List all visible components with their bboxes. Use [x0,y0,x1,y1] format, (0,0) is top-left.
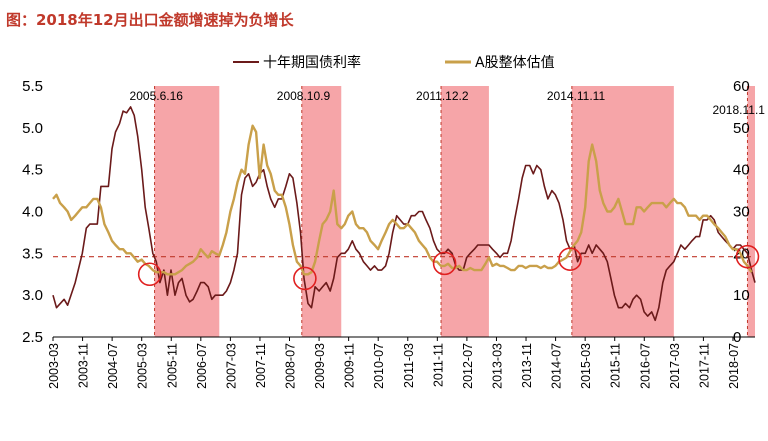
highlight-circles [137,244,760,291]
right-tick-label: 0 [733,329,741,346]
left-tick-label: 4.5 [22,162,43,179]
right-tick-label: 40 [733,162,750,179]
legend-label: 十年期国债利率 [263,54,361,71]
left-tick-label: 4.0 [22,204,43,221]
shaded-regions [154,86,755,337]
x-tick-label: 2011-03 [402,343,416,388]
x-tick-label: 2013-03 [490,343,504,389]
x-tick-label: 2015-03 [579,343,593,389]
left-tick-label: 3.5 [22,245,43,262]
x-tick-label: 2009-03 [313,343,327,389]
period-label: 2018.11.1 [712,103,765,117]
x-tick-label: 2015-11 [609,343,623,388]
left-tick-label: 5.5 [22,78,43,95]
shaded-period [441,86,489,337]
x-tick-label: 2003-11 [77,343,91,388]
period-label: 2011.12.2 [416,89,469,103]
shaded-period [747,86,755,337]
x-tick-label: 2016-07 [638,343,652,389]
x-tick-label: 2011-11 [431,343,445,387]
highlight-circle [558,247,582,271]
x-tick-label: 2008-07 [284,343,298,389]
right-tick-label: 30 [733,204,750,221]
x-tick-label: 2004-07 [106,343,120,389]
x-tick-label: 2005-11 [165,343,179,388]
annotations: 2005.6.16 2008.10.9 2011.12.2 2014.11.11 201… [130,89,766,117]
right-tick-label: 10 [733,287,750,304]
left-tick-label: 3.0 [22,287,43,304]
x-tick-label: 2007-11 [254,343,268,388]
x-tick-label: 2013-11 [520,343,534,388]
shaded-period [154,86,220,337]
x-tick-label: 2009-11 [343,343,357,388]
highlight-circle [137,262,162,287]
x-tick-label: 2014-07 [550,343,564,389]
legend-label: A股整体估值 [475,55,555,71]
chart-title: 图：2018年12月出口金额增速掉为负增长 [6,11,294,29]
right-tick-label: 60 [733,78,750,95]
period-label: 2008.10.9 [277,89,331,103]
series-line [52,124,753,276]
period-label: 2014.11.11 [547,89,606,103]
left-tick-label: 5.0 [22,120,43,137]
right-tick-label: 50 [733,120,750,137]
period-label: 2005.6.16 [130,89,184,103]
highlight-circle [432,251,457,276]
shaded-period [301,86,342,337]
left-tick-label: 2.5 [22,329,43,346]
x-tick-label: 2003-03 [47,343,61,389]
x-tick-label: 2017-11 [697,343,711,388]
highlight-circle [735,244,760,269]
x-tick-label: 2007-03 [224,343,238,389]
title-bar: 图：2018年12月出口金额增速掉为负增长 [0,0,768,34]
x-tick-label: 2005-03 [136,343,150,389]
x-tick-label: 2006-07 [195,343,209,389]
x-tick-label: 2012-07 [461,343,475,389]
series-line [52,106,756,322]
x-tick-label: 2018-07 [727,343,741,389]
legend: 十年期国债利率 A股整体估值 [233,54,555,71]
highlight-circle [293,266,317,291]
x-tick-label: 2010-07 [372,343,386,389]
series-lines [52,106,756,322]
x-tick-label: 2017-03 [668,343,682,389]
